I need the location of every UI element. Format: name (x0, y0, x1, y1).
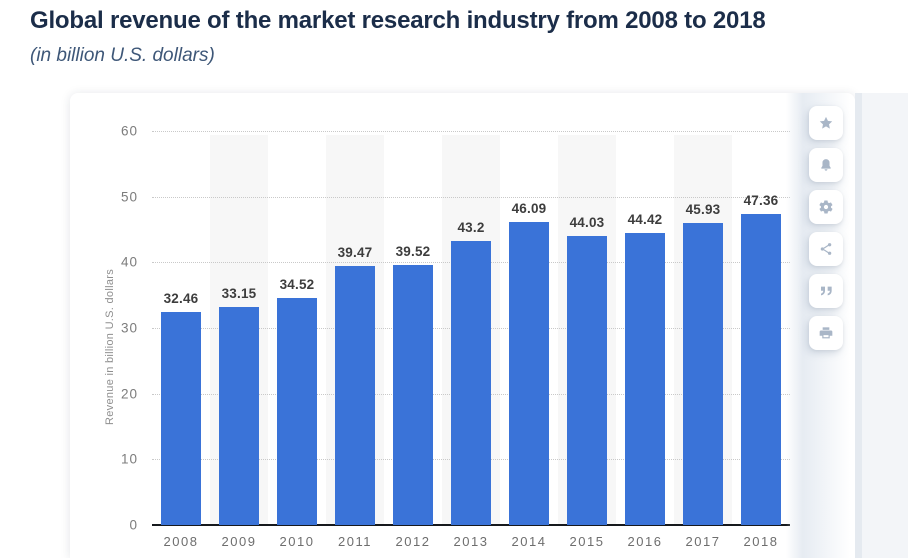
x-tick-label-2010: 2010 (279, 534, 315, 549)
x-tick-label-2018: 2018 (743, 534, 779, 549)
bar-2014[interactable] (509, 222, 549, 525)
bar-value-label-2017: 45.93 (685, 202, 721, 218)
y-tick-label-20: 20 (120, 386, 138, 402)
statistic-header: Global revenue of the market research in… (30, 6, 880, 67)
bar-value-label-2009: 33.15 (221, 286, 257, 302)
y-axis-title: Revenue in billion U.S. dollars (104, 268, 116, 426)
bar-2011[interactable] (335, 265, 375, 525)
bar-2017[interactable] (683, 223, 723, 525)
bar-2008[interactable] (161, 311, 201, 525)
gridline-50 (152, 196, 790, 198)
bar-value-label-2011: 39.47 (337, 244, 373, 260)
y-tick-label-40: 40 (120, 254, 138, 270)
settings-button[interactable] (809, 190, 843, 224)
y-tick-label-50: 50 (120, 189, 138, 205)
bar-2009[interactable] (219, 307, 259, 525)
x-tick-label-2015: 2015 (569, 534, 605, 549)
bar-value-label-2014: 46.09 (511, 201, 547, 217)
bell-icon (821, 159, 831, 171)
bar-2018[interactable] (741, 214, 781, 525)
bar-value-label-2018: 47.36 (743, 193, 779, 208)
page-edge-divider (855, 93, 862, 558)
alerts-button[interactable] (809, 148, 843, 182)
bar-2010[interactable] (277, 298, 317, 525)
page-edge-background (862, 93, 908, 558)
chart-card: Revenue in billion U.S. dollars 0 10 20 30 4… (70, 93, 855, 558)
page-subtitle: (in billion U.S. dollars) (30, 45, 215, 66)
favorite-button[interactable] (809, 106, 843, 140)
x-tick-label-2012: 2012 (395, 534, 431, 549)
page-title: Global revenue of the market research in… (30, 7, 766, 34)
gridline-60 (152, 131, 790, 132)
gear-icon (819, 200, 833, 214)
star-icon (819, 116, 833, 129)
share-button[interactable] (809, 232, 843, 266)
x-axis-line (152, 524, 790, 526)
bar-2016[interactable] (625, 233, 665, 525)
bar-value-label-2010: 34.52 (279, 277, 315, 293)
x-tick-label-2017: 2017 (685, 534, 721, 549)
x-tick-label-2013: 2013 (453, 534, 489, 549)
y-tick-label-30: 30 (120, 320, 138, 336)
x-tick-label-2016: 2016 (627, 534, 663, 549)
y-tick-label-10: 10 (120, 451, 138, 467)
print-button[interactable] (809, 316, 843, 350)
x-tick-label-2009: 2009 (221, 534, 257, 549)
x-tick-label-2014: 2014 (511, 534, 547, 549)
quote-icon (821, 286, 832, 296)
y-tick-label-0: 0 (129, 517, 138, 533)
bar-chart: Revenue in billion U.S. dollars 0 10 20 30 4… (70, 93, 855, 558)
share-icon (820, 243, 832, 255)
x-tick-label-2008: 2008 (163, 534, 199, 549)
bar-value-label-2013: 43.2 (457, 220, 485, 236)
bar-value-label-2015: 44.03 (569, 214, 605, 230)
y-tick-label-60: 60 (120, 123, 138, 139)
bar-2013[interactable] (451, 241, 491, 525)
bar-value-label-2008: 32.46 (163, 290, 199, 306)
bar-value-label-2016: 44.42 (627, 212, 663, 228)
bar-2012[interactable] (393, 265, 433, 525)
bar-2015[interactable] (567, 235, 607, 525)
bar-value-label-2012: 39.52 (395, 244, 431, 260)
printer-icon (819, 327, 833, 339)
x-tick-label-2011: 2011 (338, 534, 372, 549)
cite-button[interactable] (809, 274, 843, 308)
